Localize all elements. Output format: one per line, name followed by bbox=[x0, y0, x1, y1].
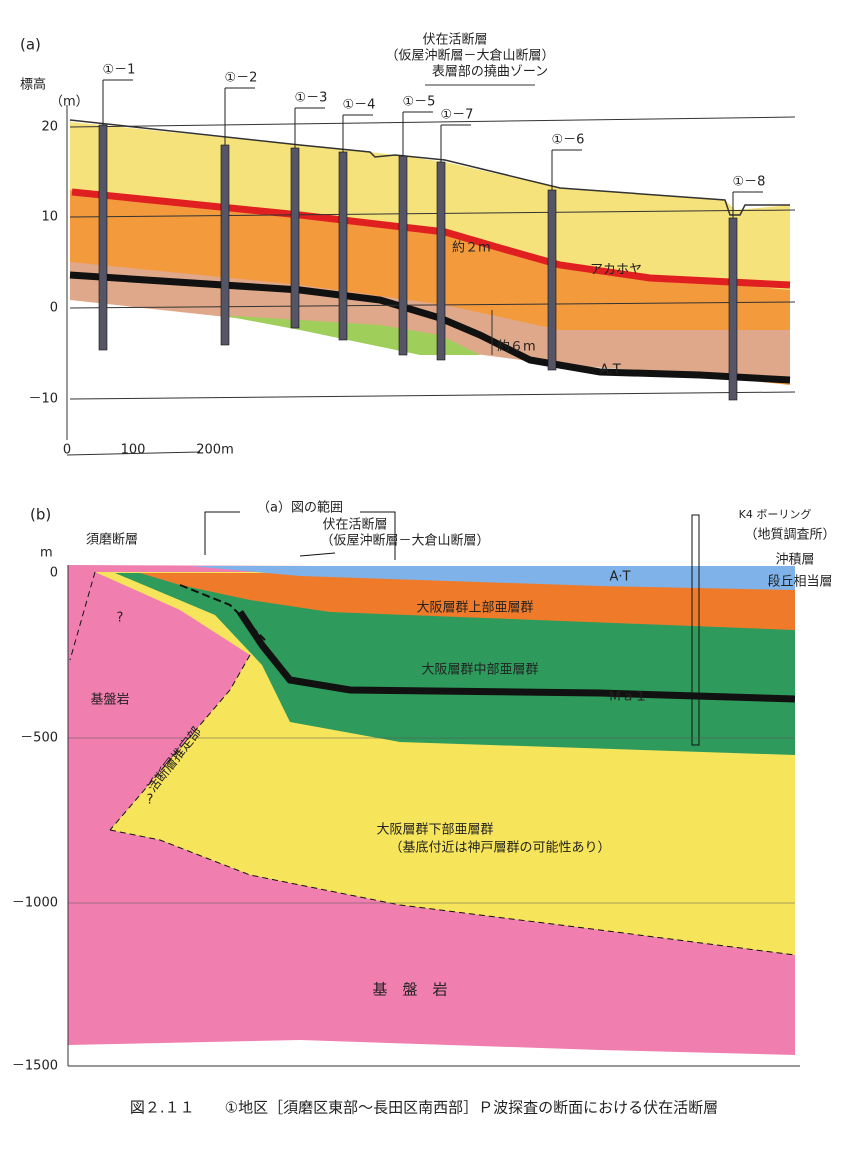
ma1-line bbox=[237, 610, 796, 703]
caption: 図２.１１ ①地区［須磨区東部～長田区南西部］Ｐ波探査の断面における伏在活断層 bbox=[130, 1099, 718, 1117]
k4-label: K4 ボーリング bbox=[739, 507, 812, 521]
scale-bar bbox=[66, 451, 201, 456]
at-label: A·T bbox=[610, 570, 631, 585]
range-bracket bbox=[204, 511, 240, 555]
borehole-core bbox=[398, 155, 408, 356]
layer-yellow bbox=[70, 122, 790, 300]
borehole-core bbox=[547, 189, 557, 371]
fault-names: （仮屋沖断層－大倉山断層） bbox=[385, 49, 554, 64]
fault-names: （仮屋沖断層－大倉山断層） bbox=[320, 534, 489, 549]
y-tick-label: －1000 bbox=[12, 896, 58, 911]
terrace bbox=[190, 566, 795, 590]
scale-label: 0 bbox=[63, 443, 71, 458]
borehole-label: ①－8 bbox=[733, 175, 766, 190]
y-tick-label: 0 bbox=[50, 301, 58, 316]
fault-dashed bbox=[179, 584, 266, 641]
alluvium: 沖積層 bbox=[775, 553, 814, 568]
borehole-core bbox=[290, 147, 300, 329]
borehole-core bbox=[220, 144, 230, 346]
unit: m bbox=[40, 546, 53, 561]
borehole-label: ①－6 bbox=[552, 133, 585, 148]
ref-line bbox=[69, 301, 796, 309]
layer-green bbox=[220, 315, 480, 355]
ref-line bbox=[69, 209, 796, 218]
y-tick-label: 0 bbox=[50, 566, 58, 581]
fault-title: 伏在活断層 bbox=[322, 518, 387, 533]
ground-surface bbox=[69, 119, 790, 216]
terrace-label: 段丘相当層 bbox=[767, 575, 832, 590]
flexure-zone: 表層部の撓曲ゾーン bbox=[432, 65, 548, 80]
scale-label: 100 bbox=[121, 443, 146, 458]
ma1-label: Ｍａ１ bbox=[608, 690, 647, 705]
layer-brown bbox=[70, 262, 790, 380]
borehole-core bbox=[338, 151, 348, 341]
at-label: A.T bbox=[600, 363, 621, 378]
y-tick-label: 10 bbox=[41, 210, 58, 225]
suma-fault-line bbox=[69, 571, 96, 661]
basement-label: 基 盤 岩 bbox=[372, 981, 447, 999]
borehole-core bbox=[436, 161, 446, 361]
upper-osaka bbox=[140, 573, 795, 630]
k4-borehole bbox=[691, 514, 700, 746]
panel-label: (a) bbox=[20, 36, 41, 54]
fault-title: 伏在活断層 bbox=[422, 33, 487, 48]
elevation-label: 標高 bbox=[20, 77, 46, 93]
fault-estimated bbox=[109, 654, 251, 831]
borehole-label: ①－4 bbox=[343, 98, 376, 113]
akahoya-label: アカホヤ bbox=[590, 263, 642, 278]
scale-label: 200m bbox=[196, 443, 233, 458]
at-line bbox=[69, 271, 791, 384]
y-tick-label: －10 bbox=[28, 392, 58, 407]
section-a: ①－1 ①－2 ①－3 ①－4 ①－5 ①－7 ①－6 ①－8 bbox=[66, 63, 796, 456]
borehole-label: ①－5 bbox=[403, 95, 436, 110]
middle-label: 大阪層群中部亜層群 bbox=[421, 663, 538, 678]
borehole-label: ①－2 bbox=[225, 71, 258, 86]
borehole-label: ①－1 bbox=[103, 63, 136, 78]
suma-fault: 須磨断層 bbox=[86, 533, 138, 548]
basement-left: 基盤岩 bbox=[90, 693, 129, 708]
y-tick-label: 20 bbox=[41, 120, 58, 135]
y-tick-label: －500 bbox=[20, 731, 58, 746]
borehole-label: ①－3 bbox=[295, 91, 328, 106]
section-b bbox=[67, 511, 800, 1067]
ref-line bbox=[69, 116, 796, 128]
basement-boundary bbox=[109, 829, 796, 956]
offset-label: 約６m bbox=[497, 340, 536, 355]
question: ? bbox=[147, 793, 154, 808]
upper-label: 大阪層群上部亜層群 bbox=[416, 601, 533, 616]
range-label: （a）図の範囲 bbox=[257, 501, 343, 516]
boreholes: ①－1 ①－2 ①－3 ①－4 ①－5 ①－7 ①－6 ①－8 bbox=[98, 63, 766, 401]
fault-arrow bbox=[299, 552, 336, 557]
borehole-core bbox=[728, 217, 738, 401]
panel-label: (b) bbox=[30, 506, 51, 524]
ref-line bbox=[69, 391, 796, 400]
range-bracket bbox=[360, 511, 396, 560]
offset-label: 約２m bbox=[452, 241, 491, 256]
borehole-label: ①－7 bbox=[441, 108, 474, 123]
question: ? bbox=[117, 611, 124, 626]
y-tick-label: －1500 bbox=[12, 1059, 58, 1074]
lower-label: 大阪層群下部亜層群 bbox=[376, 823, 493, 838]
lower-note: （基底付近は神戸層群の可能性あり） bbox=[389, 840, 610, 856]
k4-org: （地質調査所） bbox=[744, 528, 835, 543]
elevation-unit: （m） bbox=[50, 95, 89, 110]
borehole-core bbox=[98, 124, 108, 351]
